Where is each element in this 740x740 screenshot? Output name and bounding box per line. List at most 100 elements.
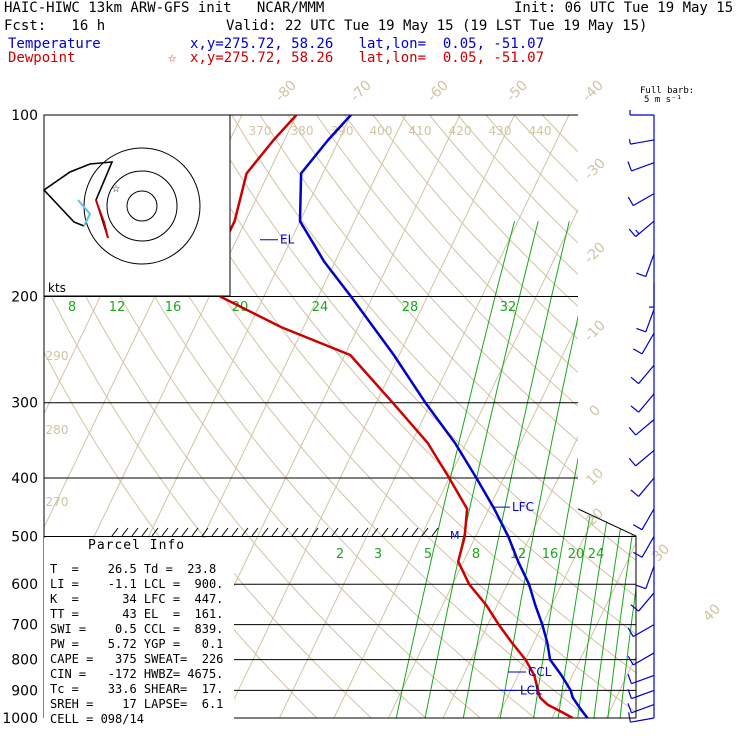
wind-barb [628,220,655,238]
parcel-row: K = 34 LFC = 447. [50,592,224,606]
dry-adiabat-line [316,115,636,718]
mixing-ratio-line [395,221,515,718]
mixing-ratio-label: 3 [374,547,382,562]
theta-label: 270 [46,495,69,509]
wind-barb-shaft [641,536,655,558]
valid-time: Valid: 22 UTC Tue 19 May 15 (19 LST Tue … [226,18,648,34]
wind-barb-shaft [638,393,655,413]
model-title: HAIC-HIWC 13km ARW-GFS init NCAR/MMM [4,0,325,16]
mixing-ratio-label: 32 [500,300,517,315]
hatch-mark [381,527,389,537]
isotherm-label: -40 [579,77,606,104]
parcel-info-panel: Parcel Info T = 26.5 Td = 23.8 LI = -1.1… [44,538,234,728]
hodograph-trace-low [77,199,92,227]
wind-barb-shaft [631,674,655,685]
hatch-mark [321,527,329,537]
theta-label: 420 [449,124,472,138]
dry-adiabat-line [146,115,636,718]
hodograph-ring [126,190,158,222]
wind-barb-flag [636,584,646,590]
hodograph-trace [42,161,114,239]
isotherm-label: -30 [581,155,608,182]
isotherm-label: 40 [700,601,724,625]
theta-label: 390 [331,124,354,138]
theta-label: 410 [409,124,432,138]
mixing-ratio-label: 2 [336,547,344,562]
hodograph-frame [43,114,231,297]
isotherm-line [551,115,636,718]
wind-barb-flag [627,674,633,684]
wind-barb [630,393,655,413]
wind-barb-flag [627,689,633,699]
ccl-marker: CCL [528,665,552,679]
mixing-ratio-line [499,221,600,718]
wind-barb-shaft [631,162,655,172]
wind-barb-flag [627,655,634,666]
wind-barb [649,283,655,308]
hodograph-units-label: kts [48,281,66,295]
mixing-ratio-label: 12 [109,300,126,315]
wind-barb-flag [636,327,646,333]
isotherm-label: -20 [581,239,608,266]
mixing-ratio-label: 28 [402,300,419,315]
wind-barb-flag [627,703,633,713]
pressure-tick-label: 300 [11,396,38,412]
wind-barb-shaft [641,508,655,530]
wind-barb [630,477,655,497]
wind-barb-shaft [635,449,655,467]
dry-adiabat-line [231,115,636,718]
storm-motion-icon: ☆ [112,184,121,195]
wind-barb-half-flag [628,139,631,145]
wind-barb-flag [628,228,637,237]
hatch-mark [401,527,409,537]
hatch-mark [421,527,429,537]
dry-adiabat-line [90,115,590,718]
wind-barb [627,703,655,714]
wind-barb [628,419,655,436]
theta-label: 430 [489,124,512,138]
hatch-mark [201,527,209,537]
dry-adiabat-line [429,115,636,718]
hatch-mark [231,527,239,537]
dry-adiabat-line [44,115,481,718]
parcel-row: TT = 43 EL = 161. [50,607,224,621]
wind-barb [627,161,655,172]
theta-label: 290 [46,349,69,363]
isotherm-line [224,115,515,718]
hatch-mark [281,527,289,537]
isotherm-line [497,115,636,718]
isotherm-line [279,115,570,718]
wind-barb [630,364,655,385]
wind-barb-flag [628,426,637,436]
wind-barb [627,624,655,638]
wind-barb [627,193,655,207]
mixing-ratio-line [619,221,636,718]
wind-barb-flag [633,551,643,558]
theta-label: 280 [46,423,69,437]
wind-barb-flag [628,712,631,723]
melting-level-marker: M [450,529,460,542]
wind-barb [629,110,654,116]
pressure-tick-label: 500 [11,529,38,545]
isotherm-line [442,115,636,718]
hatch-mark [151,527,159,537]
wind-barb [633,536,655,558]
pressure-tick-label: 800 [11,653,38,669]
temperature-profile-line [298,114,589,719]
mixing-ratio-label: 5 [424,547,432,562]
hatch-mark [191,527,199,537]
wind-barb [627,652,655,666]
barb-legend-title: Full barb: [640,86,695,96]
wind-barb [636,253,655,278]
wind-barb-shaft [645,309,655,333]
wind-barb-flag [630,405,639,413]
wind-barb [633,332,655,355]
wind-barb [633,508,655,531]
pressure-tick-label: 900 [11,683,38,699]
wind-barb-shaft [632,652,655,666]
parcel-row: CAPE = 375 SWEAT= 226 [50,652,224,666]
wind-barb-flag [636,272,646,278]
mixing-ratio-label: 24 [588,547,605,562]
dewpoint-legend-label: Dewpoint [8,50,76,66]
